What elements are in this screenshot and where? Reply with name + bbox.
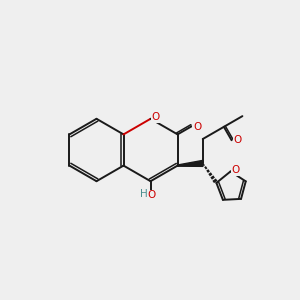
Text: O: O [152,112,160,122]
Text: O: O [147,190,155,200]
Polygon shape [208,172,212,176]
Polygon shape [204,166,207,170]
Polygon shape [210,175,215,180]
Polygon shape [178,160,203,166]
Polygon shape [202,163,205,166]
Text: H: H [140,189,148,199]
Text: O: O [193,122,201,132]
Polygon shape [206,169,210,173]
Polygon shape [212,178,217,183]
Text: O: O [233,135,242,145]
Text: O: O [231,165,239,175]
